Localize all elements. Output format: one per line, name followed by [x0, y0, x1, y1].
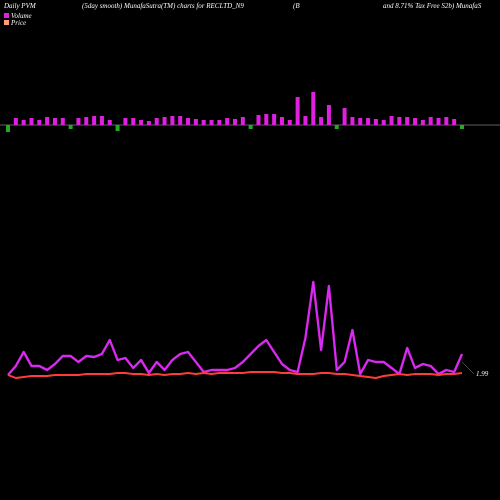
volume-bar [264, 114, 269, 125]
volume-bar [303, 116, 308, 125]
volume-bar [37, 120, 42, 125]
header-mid: (B [293, 2, 300, 10]
volume-bar [287, 120, 292, 125]
volume-bar [366, 118, 371, 125]
volume-bar [460, 125, 464, 129]
volume-bar [162, 117, 167, 125]
price-line [7, 371, 463, 379]
volume-bar [209, 120, 214, 125]
volume-bar [178, 116, 183, 125]
volume-bar [186, 118, 191, 125]
volume-bar [193, 119, 198, 125]
volume-bar [154, 118, 159, 125]
volume-bar [389, 116, 394, 125]
legend-swatch-volume [4, 13, 9, 18]
volume-bar [225, 118, 230, 125]
volume-bar [413, 118, 418, 125]
volume-bar [92, 116, 97, 125]
volume-bar [311, 92, 316, 125]
volume-bar [334, 125, 339, 129]
volume-bar [68, 125, 73, 129]
volume-bar [373, 119, 378, 125]
legend-volume: Volume [11, 12, 32, 20]
volume-bar [272, 114, 277, 125]
header-title: (5day smooth) MunafaSutra(TM) charts for… [82, 2, 244, 10]
pvm-line [7, 281, 463, 376]
volume-bar [256, 115, 261, 125]
volume-bar [381, 120, 386, 125]
legend-price: Price [10, 19, 26, 27]
volume-bar [84, 117, 89, 125]
volume-bar [170, 116, 175, 125]
volume-bar [60, 118, 65, 125]
volume-bar [131, 118, 136, 125]
volume-bar [279, 117, 284, 125]
volume-bar [420, 120, 425, 125]
volume-bar [358, 118, 363, 125]
volume-bar [436, 118, 441, 125]
volume-bar [428, 117, 433, 125]
volume-bar [342, 108, 347, 125]
volume-bar [350, 117, 355, 125]
volume-bar [21, 120, 26, 125]
volume-bar [240, 117, 245, 125]
volume-bar [444, 117, 449, 125]
volume-bar [452, 119, 457, 125]
volume-bar [29, 118, 34, 125]
volume-bar [139, 120, 144, 125]
volume-bar [326, 105, 331, 125]
volume-bar [233, 119, 237, 125]
volume-bar [123, 118, 128, 125]
volume-bar [45, 117, 50, 125]
volume-bar [201, 120, 206, 125]
volume-bar [52, 118, 57, 125]
last-value-tick [461, 361, 475, 375]
volume-bar [6, 125, 10, 132]
volume-bar [405, 117, 410, 125]
header-right: and 8.71% Tax Free S2b) MunafaS [383, 2, 482, 10]
volume-bar [99, 116, 104, 125]
legend-swatch-price [4, 20, 9, 25]
volume-bar [146, 121, 151, 125]
volume-bar [217, 120, 222, 125]
volume-bar [295, 97, 300, 125]
volume-bar [13, 118, 18, 125]
volume-bar [76, 118, 81, 125]
volume-bar [248, 125, 253, 129]
volume-bar [107, 120, 112, 125]
volume-bar [319, 117, 324, 125]
volume-bar [397, 117, 402, 125]
last-value-label: 1.99 [476, 370, 489, 378]
header-left: Daily PVM [3, 2, 37, 10]
volume-bar [115, 125, 120, 131]
